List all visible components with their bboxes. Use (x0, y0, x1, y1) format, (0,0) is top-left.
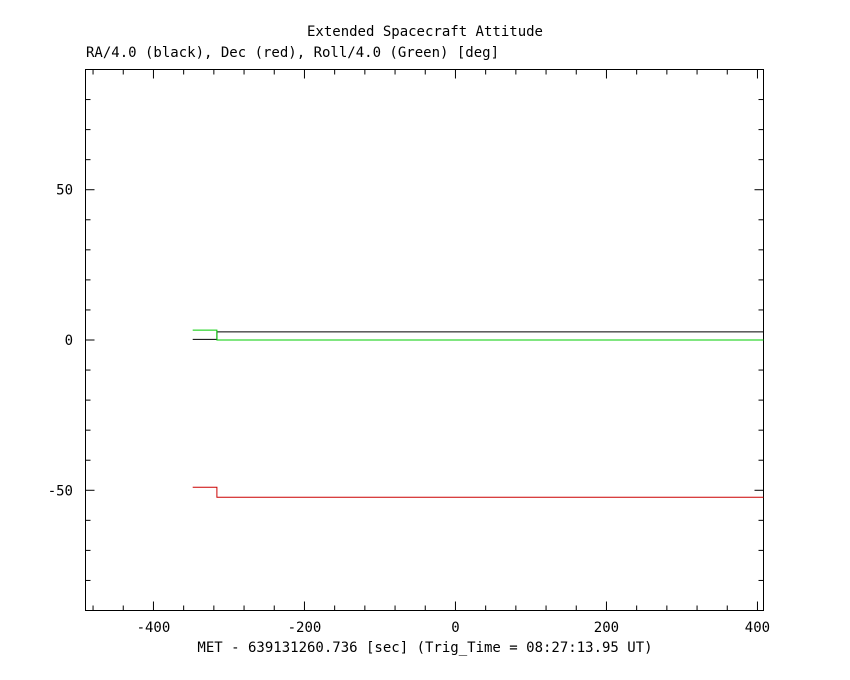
chart-title: Extended Spacecraft Attitude (306, 24, 543, 40)
x-tick-label: -200 (288, 620, 322, 636)
y-tick-label: 0 (65, 333, 73, 349)
x-tick-label: 400 (745, 620, 770, 636)
x-tick-label: -400 (137, 620, 171, 636)
y-tick-label: 50 (56, 183, 73, 199)
x-tick-label: 200 (594, 620, 619, 636)
y-tick-label: -50 (48, 483, 73, 499)
series-line (192, 329, 764, 341)
x-axis-label: MET - 639131260.736 [sec] (Trig_Time = 0… (197, 640, 653, 656)
x-tick-label: 0 (451, 620, 459, 636)
chart-subtitle: RA/4.0 (black), Dec (red), Roll/4.0 (Gre… (86, 45, 500, 61)
series-line (192, 486, 764, 498)
data-series (192, 329, 764, 498)
series-line (192, 331, 764, 340)
tick-labels: -400 -200 0 200 400 -50 0 50 (48, 183, 770, 636)
axis-ticks (85, 69, 764, 611)
